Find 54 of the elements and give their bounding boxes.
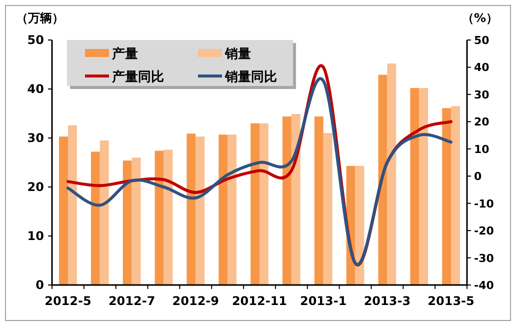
bar [100, 140, 109, 285]
bar [451, 106, 460, 285]
bar [90, 152, 100, 285]
bar [282, 116, 292, 285]
legend-label: 产量同比 [111, 69, 164, 85]
legend-label: 产量 [111, 46, 138, 62]
bar [132, 158, 141, 285]
legend-label: 销量 [224, 47, 251, 62]
y2-tick-label: 30 [474, 88, 490, 102]
bar [260, 123, 268, 285]
y2-tick-label: 0 [474, 170, 482, 184]
legend-label: 销量同比 [224, 70, 277, 85]
y-tick-label: 10 [27, 229, 44, 243]
bar [164, 150, 173, 285]
bar [378, 74, 388, 285]
x-tick-label: 2012-5 [44, 294, 92, 308]
y-tick-label: 0 [36, 278, 44, 292]
bar [196, 136, 205, 285]
bar [122, 160, 132, 285]
y2-tick-label: -30 [474, 252, 494, 265]
x-tick-label: 2012-11 [232, 294, 288, 308]
x-tick-label: 2013-1 [300, 294, 347, 308]
bar [355, 166, 364, 285]
y-tick-label: 40 [27, 82, 44, 96]
y-axis-title: （万辆） [16, 11, 64, 25]
y2-tick-label: -40 [474, 279, 494, 292]
y2-tick-label: 40 [474, 61, 490, 74]
y2-tick-label: 10 [474, 142, 490, 156]
bar [291, 114, 300, 285]
bar [250, 123, 260, 285]
bar [59, 136, 68, 285]
y2-axis-title: （%） [462, 11, 498, 25]
bar [68, 125, 77, 285]
bar [410, 88, 420, 285]
y-tick-label: 30 [27, 131, 44, 145]
bar [186, 134, 196, 285]
bar [218, 134, 228, 285]
bar [442, 108, 452, 285]
bar [323, 133, 332, 285]
y2-tick-label: 20 [474, 116, 490, 129]
y2-tick-label: -20 [474, 224, 494, 238]
bar [419, 88, 428, 285]
x-tick-label: 2012-9 [172, 294, 220, 308]
y-tick-label: 50 [27, 33, 44, 47]
y2-tick-label: 50 [474, 34, 490, 47]
y2-tick-label: -10 [474, 197, 494, 210]
bar [387, 64, 396, 285]
x-tick-label: 2012-7 [108, 294, 156, 308]
y-tick-label: 20 [27, 180, 44, 194]
bar [228, 134, 237, 285]
x-tick-label: 2013-5 [428, 294, 474, 308]
bar [314, 116, 324, 285]
bar [154, 150, 164, 285]
x-tick-label: 2013-3 [364, 294, 411, 308]
